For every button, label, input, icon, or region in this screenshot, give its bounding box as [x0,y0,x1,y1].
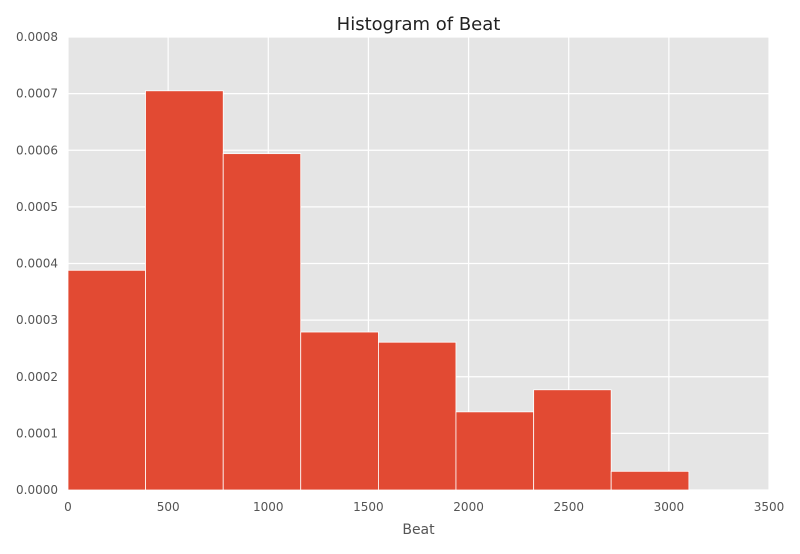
x-tick-label: 3000 [654,500,685,514]
x-tick-label: 1000 [253,500,284,514]
x-tick-label: 0 [64,500,72,514]
x-tick-label: 2000 [453,500,484,514]
histogram-bar [610,470,690,491]
y-tick-label: 0.0001 [16,426,58,440]
histogram-bars [67,90,690,491]
y-axis-ticks: 0.0000 0.0001 0.0002 0.0003 0.0004 0.0005 0.00… [16,30,58,497]
histogram-bar [455,411,535,491]
y-tick-label: 0.0007 [16,87,58,101]
x-tick-label: 500 [157,500,180,514]
y-tick-label: 0.0008 [16,30,58,44]
histogram-bar [145,90,224,491]
histogram-bar [300,331,379,491]
y-tick-label: 0.0003 [16,313,58,327]
y-tick-label: 0.0005 [16,200,58,214]
y-tick-label: 0.0002 [16,370,58,384]
histogram-bar [378,341,457,491]
x-axis-label: Beat [402,522,435,538]
histogram-bar [67,269,146,491]
histogram-bar [533,389,612,491]
histogram-bar [222,153,302,491]
y-tick-label: 0.0006 [16,143,58,157]
x-tick-label: 1500 [353,500,384,514]
chart-title: Histogram of Beat [337,14,501,35]
x-tick-label: 3500 [754,500,785,514]
y-tick-label: 0.0004 [16,257,58,271]
x-axis-ticks: 0 500 1000 1500 2000 2500 3000 3500 [64,500,784,514]
x-tick-label: 2500 [553,500,584,514]
y-tick-label: 0.0000 [16,483,58,497]
